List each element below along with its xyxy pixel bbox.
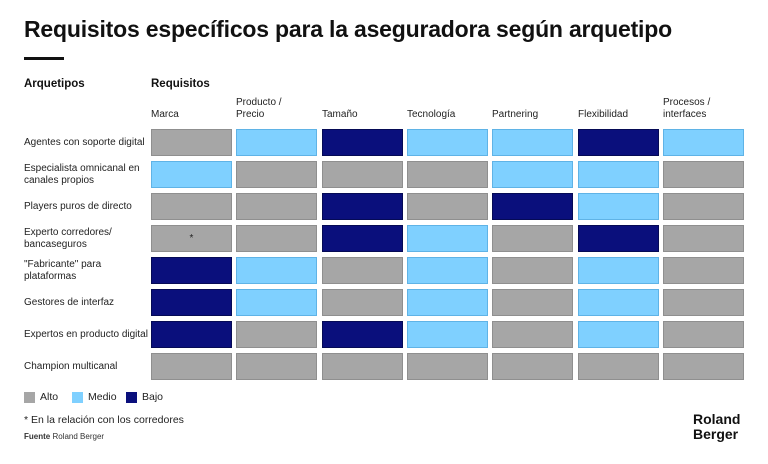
row-label: Champion multicanal [24, 360, 118, 372]
column-label: Partnering [492, 109, 539, 120]
matrix-cell [322, 193, 403, 220]
legend-label-medio: Medio [88, 391, 117, 403]
matrix-cell [407, 321, 488, 348]
legend-swatch-alto [24, 392, 35, 403]
matrix-cell [492, 353, 573, 380]
matrix-cell [492, 321, 573, 348]
matrix-cell [151, 193, 232, 220]
source-note: Fuente Roland Berger [24, 432, 104, 441]
row-label: Agentes con soporte digital [24, 136, 145, 148]
matrix-cell [151, 321, 232, 348]
matrix-cell [663, 161, 744, 188]
matrix-cell [151, 353, 232, 380]
matrix-cell [663, 321, 744, 348]
matrix-cell [578, 321, 659, 348]
row-label: Expertos en producto digital [24, 328, 148, 340]
title-underline [24, 57, 64, 60]
legend-swatch-bajo [126, 392, 137, 403]
matrix-cell [236, 129, 317, 156]
matrix-cell [492, 225, 573, 252]
matrix-cell [578, 129, 659, 156]
source-text: Roland Berger [52, 432, 105, 441]
matrix-cell [322, 257, 403, 284]
roland-berger-logo: Roland Berger [693, 412, 740, 442]
matrix-cell [322, 161, 403, 188]
matrix-cell [578, 161, 659, 188]
matrix-cell [151, 289, 232, 316]
column-label: Marca [151, 109, 179, 120]
matrix-cell: * [151, 225, 232, 252]
matrix-cell [578, 353, 659, 380]
matrix-cell [151, 129, 232, 156]
rows-header: Arquetipos [24, 78, 85, 90]
matrix-cell [663, 257, 744, 284]
matrix-cell [663, 193, 744, 220]
chart-title: Requisitos específicos para la asegurado… [24, 16, 672, 42]
matrix-cell [663, 129, 744, 156]
source-label: Fuente [24, 432, 51, 441]
legend-swatch-medio [72, 392, 83, 403]
matrix-cell [151, 257, 232, 284]
column-label: Tamaño [322, 109, 358, 120]
legend-label-alto: Alto [40, 391, 59, 403]
matrix-cell [236, 257, 317, 284]
matrix-cell [663, 289, 744, 316]
matrix-cell [407, 129, 488, 156]
matrix-cell [407, 193, 488, 220]
matrix-cell [322, 129, 403, 156]
matrix-cell [322, 321, 403, 348]
matrix-cell [236, 193, 317, 220]
row-label: Especialista omnicanal en canales propio… [24, 162, 140, 186]
column-label: Tecnología [407, 109, 456, 120]
column-label: Flexibilidad [578, 109, 629, 120]
matrix-cell [322, 289, 403, 316]
columns-header: Requisitos [151, 78, 210, 90]
matrix-cell [407, 289, 488, 316]
row-label: Gestores de interfaz [24, 296, 115, 308]
matrix-cell [663, 225, 744, 252]
matrix-cell [663, 353, 744, 380]
matrix-cell [151, 161, 232, 188]
column-label: Procesos / interfaces [663, 97, 711, 120]
matrix-cell [322, 225, 403, 252]
cell-annotation: * [189, 233, 194, 244]
matrix-cell [407, 353, 488, 380]
matrix-cell [407, 225, 488, 252]
matrix-cell [492, 129, 573, 156]
row-label: "Fabricante" para plataformas [24, 258, 102, 282]
logo-line-2: Berger [693, 426, 739, 442]
legend-label-bajo: Bajo [142, 391, 164, 403]
matrix-cell [492, 289, 573, 316]
matrix-cell [236, 225, 317, 252]
matrix-cell [578, 193, 659, 220]
column-label: Producto / Precio [236, 97, 282, 120]
matrix-cell [236, 353, 317, 380]
matrix-cell [578, 289, 659, 316]
matrix-cell [492, 193, 573, 220]
row-label: Experto corredores/ bancaseguros [24, 226, 112, 250]
matrix-cell [578, 225, 659, 252]
matrix-cell [492, 161, 573, 188]
matrix-cell [236, 321, 317, 348]
matrix-cell [407, 161, 488, 188]
matrix-cell [236, 161, 317, 188]
matrix-cell [578, 257, 659, 284]
matrix-cell [236, 289, 317, 316]
matrix-cell [492, 257, 573, 284]
matrix-cell [322, 353, 403, 380]
logo-line-1: Roland [693, 411, 741, 427]
row-label: Players puros de directo [24, 200, 132, 212]
footnote: * En la relación con los corredores [24, 414, 184, 426]
matrix-cell [407, 257, 488, 284]
